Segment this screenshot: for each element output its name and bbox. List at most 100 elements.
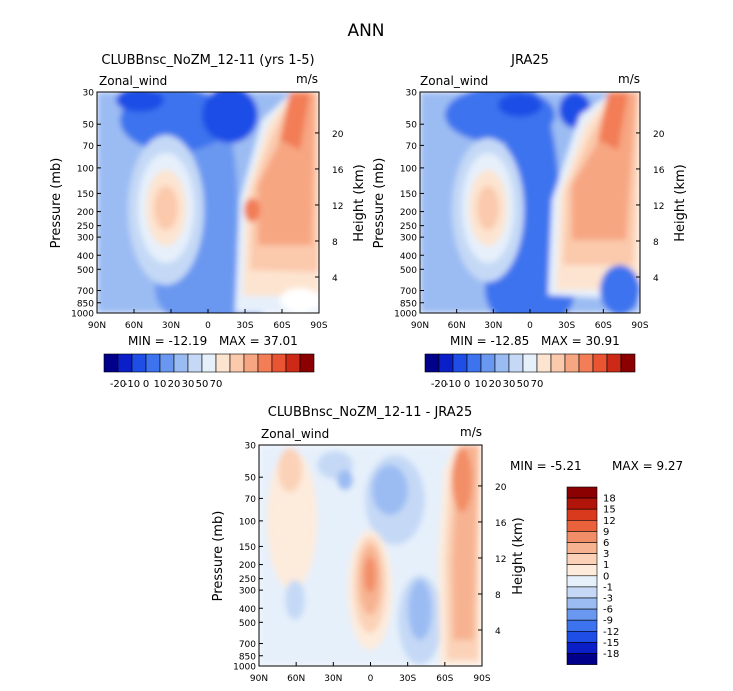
contour-band (154, 186, 178, 230)
colorbar-swatch (566, 619, 598, 632)
contour-band (337, 470, 353, 490)
colorbar: -20-10 0 10 20 30 50 70 (424, 353, 636, 390)
right-tick-label: 20 (495, 483, 507, 493)
y-tick-label: 250 (239, 575, 256, 585)
x-tick-label: 60S (436, 674, 453, 684)
colorbar-swatch (566, 486, 598, 499)
panel-title: CLUBBnsc_NoZM_12-11 (yrs 1-5) (101, 53, 314, 68)
right-tick-label: 12 (495, 555, 506, 565)
contour-band (280, 92, 310, 150)
x-tick-label: 30N (484, 321, 502, 331)
y-tick-label: 200 (77, 208, 94, 218)
colorbar-label: 30 (503, 379, 516, 390)
y-tick-label: 150 (77, 190, 94, 200)
colorbar-swatch (508, 353, 524, 373)
right-tick-label: 12 (653, 202, 664, 212)
y-tick-label: 300 (239, 587, 256, 597)
y-tick-label: 50 (83, 121, 95, 131)
axes: 305070100150200250300400500700850100090N… (394, 89, 665, 332)
contour-band (452, 448, 472, 512)
y-tick-label: 30 (83, 89, 95, 99)
colorbar-swatch (564, 353, 580, 373)
colorbar-swatch (271, 353, 287, 373)
units-label: m/s (618, 72, 640, 86)
colorbar-label: 10 (475, 379, 488, 390)
contour-field (259, 445, 482, 666)
colorbar-label: 12 (603, 516, 616, 527)
y-tick-label: 400 (239, 605, 256, 615)
units-label: m/s (296, 72, 318, 86)
y-tick-label: 1000 (394, 310, 417, 320)
right-tick-label: 8 (495, 591, 501, 601)
colorbar-swatch (299, 353, 315, 373)
x-tick-label: 60N (448, 321, 466, 331)
colorbar-label: 9 (603, 527, 609, 538)
y-tick-label: 70 (245, 495, 257, 505)
colorbar-label: 15 (603, 505, 616, 516)
contour-band (372, 465, 408, 515)
x-tick-label: 0 (368, 674, 374, 684)
x-tick-label: 90N (88, 321, 106, 331)
colorbar-swatch (566, 564, 598, 577)
x-tick-label: 60N (287, 674, 305, 684)
x-tick-label: 90N (250, 674, 268, 684)
x-tick-label: 30S (558, 321, 575, 331)
colorbar-swatch (566, 642, 598, 654)
colorbar-label: 1 (603, 560, 609, 571)
colorbar-label: 3 (603, 549, 609, 560)
colorbar-swatch (606, 353, 622, 373)
right-tick-label: 4 (495, 627, 501, 637)
colorbar-label: -10 (445, 379, 461, 390)
x-tick-label: 60S (595, 321, 612, 331)
right-tick-label: 20 (332, 130, 344, 140)
x-tick-label: 0 (527, 321, 533, 331)
colorbar-label: 50 (517, 379, 530, 390)
units-label: m/s (460, 425, 482, 439)
x-tick-label: 30N (324, 674, 342, 684)
y-tick-label: 70 (83, 142, 95, 152)
y-axis-label: Pressure (mb) (372, 158, 387, 249)
min-label: MIN = -5.21 (510, 459, 582, 473)
colorbar-label: -15 (603, 638, 619, 649)
colorbar-label: 20 (489, 379, 502, 390)
y-axis-label: Pressure (mb) (49, 158, 64, 249)
y-tick-label: 50 (406, 121, 418, 131)
colorbar-swatch (620, 353, 636, 373)
colorbar-swatch (566, 497, 598, 510)
contour-band (598, 92, 628, 150)
colorbar-swatch (566, 575, 598, 588)
y-tick-label: 850 (400, 299, 417, 309)
y-tick-label: 200 (239, 561, 256, 571)
y-axis-label: Pressure (mb) (211, 511, 226, 602)
right-tick-label: 12 (332, 202, 343, 212)
colorbar-swatch (566, 608, 598, 621)
colorbar-label: 0 (464, 379, 470, 390)
colorbar-swatch (466, 353, 482, 373)
contour-field (97, 92, 319, 313)
contour-band (498, 93, 542, 117)
right-tick-label: 16 (495, 519, 507, 529)
right-tick-label: 20 (653, 130, 665, 140)
x-tick-label: 60N (125, 321, 143, 331)
contour-band (600, 265, 640, 313)
colorbar-swatch (103, 353, 119, 373)
y-tick-label: 30 (245, 442, 257, 452)
colorbar-swatch (536, 353, 552, 373)
contour-band (280, 288, 319, 312)
x-tick-label: 30S (399, 674, 416, 684)
right-tick-label: 8 (653, 238, 659, 248)
colorbar-label: -9 (603, 616, 613, 627)
colorbar-label: 10 (154, 379, 167, 390)
x-tick-label: 90S (631, 321, 648, 331)
colorbar-swatch (566, 630, 598, 643)
y-tick-label: 500 (400, 266, 417, 276)
colorbar-swatch (145, 353, 161, 373)
colorbar-label: -1 (603, 582, 613, 593)
colorbar-swatch (173, 353, 189, 373)
colorbar-label: -20 (431, 379, 447, 390)
right-axis-label: Height (km) (511, 517, 526, 594)
contour-band (202, 92, 258, 143)
contour-band (364, 557, 376, 593)
colorbar-label: 18 (603, 494, 616, 505)
